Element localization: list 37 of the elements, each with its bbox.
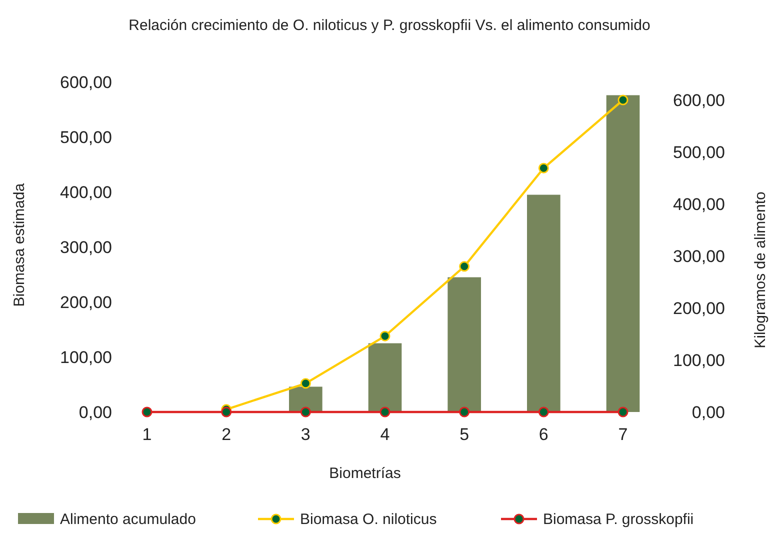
y-tick-label: 200,00 — [60, 292, 112, 312]
x-tick-label: 5 — [460, 425, 470, 444]
y-tick-label: 500,00 — [60, 128, 112, 147]
y2-tick-label: 200,00 — [673, 298, 725, 318]
y-tick-label: 300,00 — [60, 238, 112, 257]
y-tick-label: 100,00 — [60, 348, 112, 367]
bar — [448, 277, 481, 412]
y-tick-label: 400,00 — [60, 182, 112, 202]
x-tick-label: 1 — [142, 425, 152, 444]
bar — [368, 343, 402, 412]
y-tick-label: 0,00 — [78, 402, 112, 422]
legend-label: Biomasa P. grosskopfii — [543, 511, 694, 528]
point — [300, 378, 311, 389]
point — [459, 261, 470, 272]
y2-tick-label: 0,00 — [692, 402, 725, 422]
x-tick-label: 3 — [300, 425, 310, 444]
y2-tick-label: 400,00 — [673, 194, 725, 214]
x-tick-label: 7 — [618, 425, 628, 444]
y2-tick-label: 100,00 — [673, 350, 725, 370]
y2-tick-label: 300,00 — [673, 246, 725, 266]
y2-tick-label: 600,00 — [673, 90, 725, 110]
bar — [606, 95, 640, 412]
y-tick-label: 600,00 — [60, 72, 112, 92]
point — [618, 94, 628, 106]
point — [538, 162, 549, 174]
x-tick-label: 2 — [222, 425, 232, 444]
legend-label: Biomasa O. niloticus — [300, 511, 437, 528]
chart-title: Relación crecimiento de O. niloticus y P. grosskopfii Vs. el alimento consumido — [128, 17, 650, 34]
x-axis-title: Biometrías — [329, 465, 401, 482]
legend-label: Alimento acumulado — [60, 511, 196, 528]
y-axis-title: Biomasa estimada — [11, 182, 28, 307]
x-tick-label: 4 — [380, 425, 390, 444]
bar — [527, 194, 560, 412]
y2-tick-label: 500,00 — [673, 142, 725, 162]
x-tick-label: 6 — [538, 425, 548, 444]
point — [380, 330, 390, 342]
y2-axis-title: Kilogramos de alimento — [752, 192, 769, 348]
